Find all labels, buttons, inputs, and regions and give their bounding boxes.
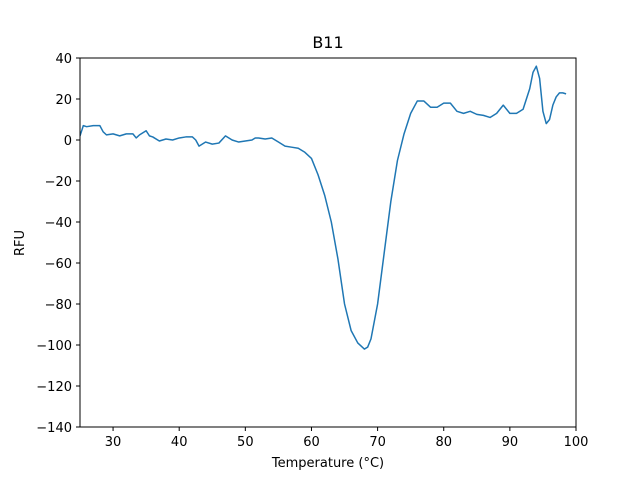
x-tick-label: 80 — [435, 435, 452, 450]
y-tick-label: −100 — [36, 339, 72, 354]
y-tick-label: −20 — [45, 175, 72, 190]
series-line-1 — [80, 65, 567, 350]
x-tick-label: 40 — [171, 435, 188, 450]
x-tick-label: 90 — [502, 435, 519, 450]
x-tick-label: 100 — [564, 435, 589, 450]
y-tick-label: −120 — [36, 380, 72, 395]
y-axis-label: RFU — [13, 230, 28, 256]
x-axis-label: Temperature (°C) — [271, 456, 384, 471]
x-tick-label: 70 — [369, 435, 386, 450]
x-tick-label: 30 — [105, 435, 122, 450]
y-tick-label: −40 — [45, 216, 72, 231]
plot-area — [80, 65, 567, 350]
chart-title: B11 — [312, 33, 343, 52]
plot-frame — [79, 57, 577, 428]
y-tick-label: 0 — [64, 134, 72, 149]
y-tick-label: 20 — [55, 93, 72, 108]
x-tick-label: 60 — [303, 435, 320, 450]
y-tick-label: −140 — [36, 421, 72, 436]
y-tick-label: 40 — [55, 52, 72, 67]
y-tick-label: −80 — [45, 298, 72, 313]
x-tick-label: 50 — [237, 435, 254, 450]
y-tick-label: −60 — [45, 257, 72, 272]
axes: 30 40 50 60 70 80 90 100 −140 −120 −100 −80 −60 −40 −2… — [36, 52, 588, 450]
